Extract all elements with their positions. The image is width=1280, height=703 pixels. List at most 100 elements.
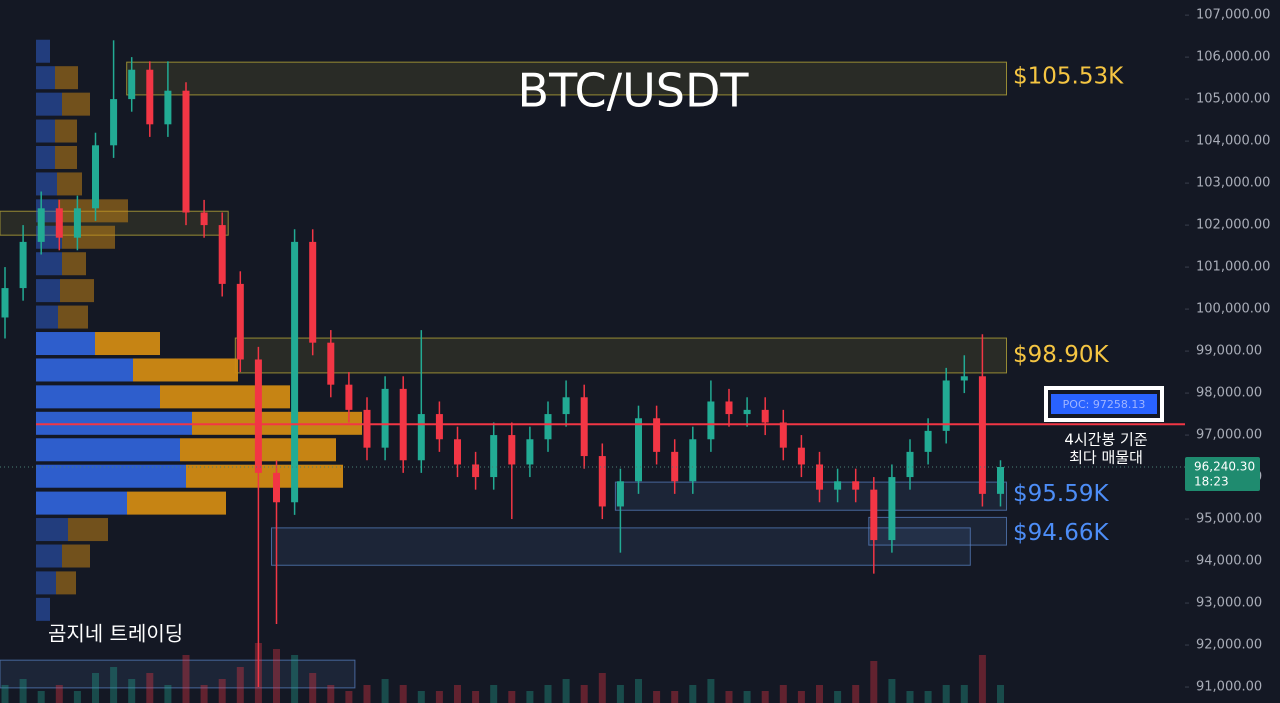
note: 최다 매물대 <box>1069 449 1143 467</box>
y-tick-label: 105,000.00 <box>1196 92 1270 107</box>
candle-body <box>544 414 552 440</box>
candle-body <box>580 397 588 457</box>
y-tick-label: 101,000.00 <box>1196 260 1270 275</box>
volume-bar <box>635 679 642 703</box>
price-tag-label: 96,240.30 <box>1194 459 1255 473</box>
profile-buy <box>36 332 95 356</box>
profile-buy <box>36 145 55 169</box>
volume-bar <box>435 691 443 703</box>
volume-bar <box>381 679 389 703</box>
volume-bar <box>508 691 516 703</box>
volume-bar <box>797 691 805 703</box>
volume-bar <box>164 685 172 703</box>
candle-body <box>218 225 226 284</box>
volume-bar <box>454 685 461 703</box>
candle-body <box>870 489 878 541</box>
volume-bar <box>816 685 823 703</box>
volume-bar <box>689 685 697 703</box>
profile-sell <box>55 66 78 90</box>
profile-sell <box>62 252 86 276</box>
candle-body <box>562 397 570 415</box>
volume-bar <box>779 685 787 703</box>
countdown: 18:23 <box>1194 474 1229 488</box>
profile-buy <box>36 438 180 462</box>
candle-body <box>689 439 697 482</box>
y-tick-label: 104,000.00 <box>1196 134 1270 149</box>
candle-body <box>707 401 715 440</box>
candle-body <box>92 145 99 209</box>
y-tick-label: 106,000.00 <box>1196 50 1270 65</box>
candle-body <box>273 472 280 503</box>
volume-bar <box>236 667 244 703</box>
candle-body <box>1 288 9 318</box>
volume-bar <box>942 685 950 703</box>
volume-bar <box>92 673 99 703</box>
profile-sell <box>55 145 77 169</box>
candle-body <box>55 208 63 238</box>
profile-sell <box>127 491 226 515</box>
volume-bar <box>182 655 190 703</box>
level-label: $98.90K <box>1013 342 1109 368</box>
volume-bar <box>544 685 552 703</box>
profile-sell <box>62 544 90 568</box>
y-tick-label: 94,000.00 <box>1196 554 1262 569</box>
candle-body <box>254 359 262 473</box>
profile-buy <box>36 464 186 488</box>
volume-bar <box>345 691 353 703</box>
volume-bar <box>924 691 932 703</box>
volume-bar <box>110 667 118 703</box>
candle-body <box>128 69 136 100</box>
volume-bar <box>834 691 842 703</box>
profile-sell <box>186 464 343 488</box>
profile-buy <box>36 252 62 276</box>
candle-body <box>164 90 172 125</box>
y-tick-label: 97,000.00 <box>1196 428 1262 443</box>
profile-buy <box>36 119 55 143</box>
volume-bar <box>580 685 588 703</box>
candle-body <box>616 481 624 507</box>
candle-body <box>997 466 1004 494</box>
volume-bar <box>997 685 1004 703</box>
profile-buy <box>36 92 62 116</box>
candle-body <box>906 451 914 478</box>
volume-bar <box>906 691 914 703</box>
y-tick-label: 93,000.00 <box>1196 596 1262 611</box>
candle-body <box>19 241 27 289</box>
profile-sell <box>68 518 108 542</box>
candle-body <box>291 241 299 503</box>
volume-bar <box>960 685 968 703</box>
profile-sell <box>55 119 77 143</box>
candle-body <box>978 376 986 494</box>
profile-buy <box>36 385 160 409</box>
y-tick-label: 100,000.00 <box>1196 302 1270 317</box>
watermark: 곰지네 트레이딩 <box>48 622 183 646</box>
candle-body <box>508 435 516 465</box>
zone <box>0 659 356 689</box>
volume-bar <box>870 661 878 703</box>
candle-body <box>435 414 443 440</box>
profile-sell <box>57 172 82 196</box>
volume-bar <box>888 679 896 703</box>
volume-bar <box>128 679 136 703</box>
candle-body <box>490 435 498 478</box>
volume-bar <box>218 679 226 703</box>
zone <box>234 337 1008 374</box>
y-tick-label: 103,000.00 <box>1196 176 1270 191</box>
candle-body <box>761 409 769 423</box>
volume-bar <box>273 649 280 703</box>
y-tick-label: 102,000.00 <box>1196 218 1270 233</box>
volume-bar <box>707 679 715 703</box>
y-tick-label: 91,000.00 <box>1196 680 1262 695</box>
candle-body <box>852 481 860 490</box>
candle-body <box>309 241 317 343</box>
y-tick-label: 92,000.00 <box>1196 638 1262 653</box>
candle-body <box>960 376 968 381</box>
volume-bar <box>37 691 45 703</box>
volume-bar <box>55 685 63 703</box>
volume-bar <box>671 691 679 703</box>
candle-body <box>110 99 118 146</box>
candle-body <box>146 69 154 125</box>
candle-body <box>653 418 661 452</box>
volume-bar <box>1 685 9 703</box>
